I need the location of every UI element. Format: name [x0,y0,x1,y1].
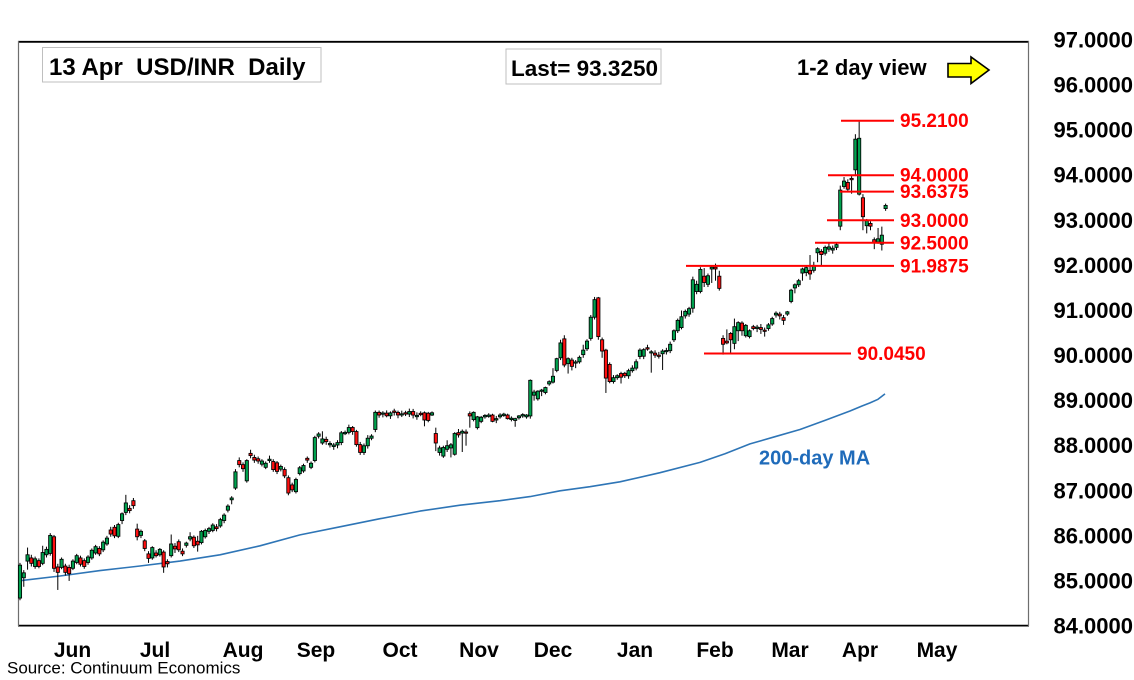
svg-text:Mar: Mar [771,639,808,662]
svg-text:93.6375: 93.6375 [900,182,969,203]
svg-text:Jul: Jul [140,639,170,662]
svg-text:90.0450: 90.0450 [857,344,926,365]
svg-text:Feb: Feb [696,639,733,662]
svg-text:95.2100: 95.2100 [900,111,969,132]
svg-text:Source: Continuum Economics: Source: Continuum Economics [7,659,240,678]
svg-text:84.0000: 84.0000 [1053,614,1133,639]
svg-text:Aug: Aug [223,639,264,662]
svg-text:Nov: Nov [459,639,499,662]
svg-text:May: May [917,639,958,662]
svg-text:96.0000: 96.0000 [1053,73,1133,98]
svg-text:94.0000: 94.0000 [900,166,969,187]
svg-text:93.0000: 93.0000 [1053,208,1133,233]
svg-text:93.0000: 93.0000 [900,211,969,232]
svg-text:91.0000: 91.0000 [1053,298,1133,323]
svg-text:91.9875: 91.9875 [900,256,969,277]
svg-text:94.0000: 94.0000 [1053,163,1133,188]
svg-text:Jan: Jan [617,639,653,662]
svg-text:Oct: Oct [382,639,417,662]
svg-text:Last= 93.3250: Last= 93.3250 [511,56,658,81]
svg-text:1-2 day view: 1-2 day view [797,55,928,80]
svg-text:85.0000: 85.0000 [1053,568,1133,593]
svg-text:86.0000: 86.0000 [1053,523,1133,548]
svg-text:88.0000: 88.0000 [1053,433,1133,458]
svg-text:Sep: Sep [297,639,336,662]
svg-text:87.0000: 87.0000 [1053,478,1133,503]
svg-text:97.0000: 97.0000 [1053,28,1133,53]
svg-text:95.0000: 95.0000 [1053,118,1133,143]
svg-text:13 Apr USD/INR Daily: 13 Apr USD/INR Daily [49,54,306,81]
svg-text:Apr: Apr [842,639,878,662]
svg-text:90.0000: 90.0000 [1053,343,1133,368]
svg-text:92.0000: 92.0000 [1053,253,1133,278]
svg-text:200-day MA: 200-day MA [759,448,870,470]
svg-text:89.0000: 89.0000 [1053,388,1133,413]
svg-text:Dec: Dec [534,639,573,662]
svg-text:92.5000: 92.5000 [900,233,969,254]
svg-text:Jun: Jun [54,639,91,662]
